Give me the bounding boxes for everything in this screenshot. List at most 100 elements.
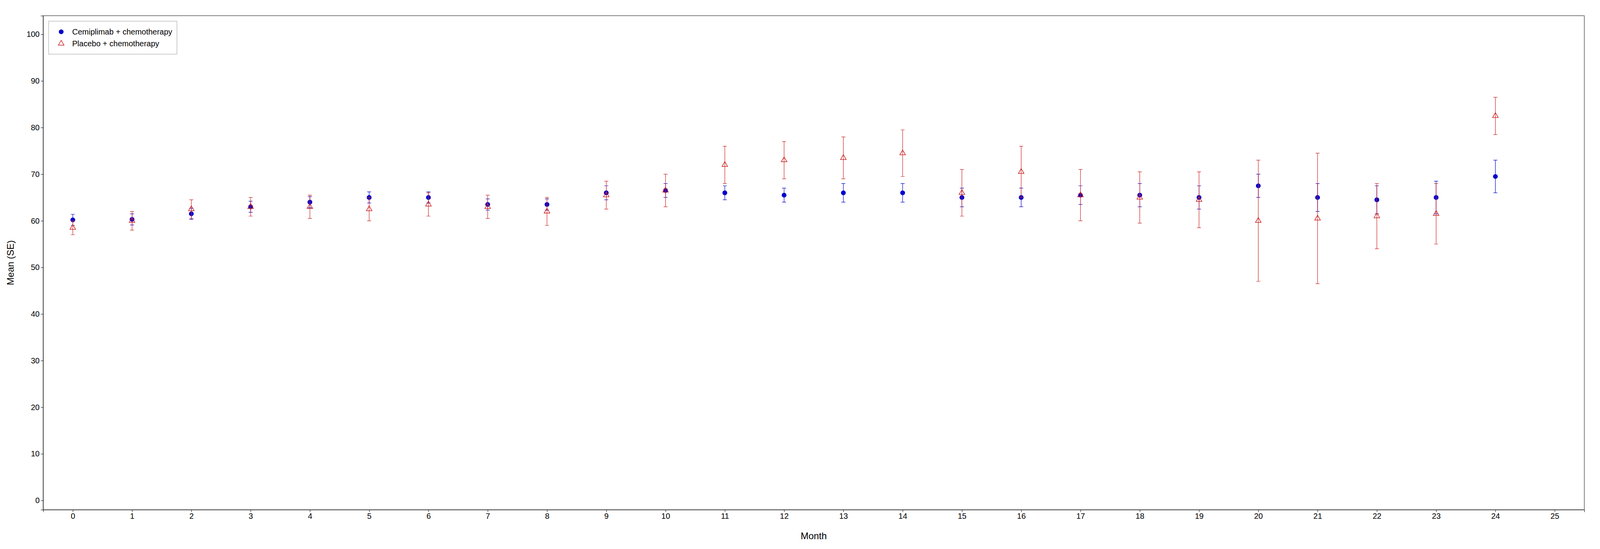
error-bar — [1493, 160, 1498, 193]
point — [188, 205, 195, 211]
error-bar — [604, 181, 609, 210]
tick: 4 — [307, 509, 313, 521]
tick-label: 0 — [35, 495, 40, 505]
tick: 100 — [26, 29, 44, 39]
tick: 9 — [604, 509, 609, 521]
error-bar — [307, 194, 312, 219]
tick: 16 — [1017, 509, 1026, 521]
legend-symbol — [58, 40, 64, 46]
tick: 17 — [1076, 509, 1085, 521]
error-bar — [959, 169, 964, 217]
tick-label: 16 — [1017, 511, 1026, 521]
tick-label: 20 — [30, 402, 40, 412]
point — [69, 224, 76, 230]
tick-label: 8 — [544, 511, 550, 521]
error-bar — [1315, 152, 1320, 284]
tick: 60 — [30, 216, 44, 226]
tick-label: 23 — [1432, 511, 1441, 521]
point — [129, 217, 135, 223]
error-bar — [722, 185, 727, 201]
tick: 20 — [30, 402, 44, 412]
tick-label: 14 — [898, 511, 908, 521]
error-bar — [70, 220, 75, 235]
tick-label: 18 — [1135, 511, 1145, 521]
tick-mark — [40, 453, 44, 454]
point — [1077, 191, 1084, 197]
tick-label: 90 — [30, 76, 40, 86]
tick-label: 1 — [130, 511, 135, 521]
error-bar — [782, 187, 787, 203]
error-bar — [841, 136, 846, 179]
point — [662, 187, 669, 192]
point — [722, 161, 728, 167]
tick: 19 — [1194, 509, 1204, 521]
tick: 10 — [30, 449, 44, 458]
tick: 18 — [1135, 509, 1145, 521]
legend-label: Cemiplimab + chemotherapy — [72, 27, 173, 37]
point — [425, 201, 432, 206]
point — [1492, 112, 1499, 118]
point — [840, 154, 847, 160]
tick-label: 12 — [779, 511, 789, 521]
error-bar — [1434, 183, 1438, 244]
error-bar — [722, 146, 727, 184]
point — [1374, 212, 1380, 218]
error-bar — [130, 211, 135, 231]
tick: 40 — [30, 309, 44, 319]
error-bar — [189, 199, 194, 219]
axis-line — [40, 16, 44, 510]
tick: 13 — [839, 509, 848, 521]
tick-label: 2 — [189, 511, 194, 521]
error-bar — [1256, 160, 1261, 282]
error-bar — [663, 174, 668, 207]
tick-label: 4 — [307, 511, 313, 521]
tick-mark — [40, 127, 44, 128]
error-bar — [426, 192, 431, 216]
tick-label: 10 — [30, 449, 40, 458]
point — [959, 189, 965, 195]
tick-label: 13 — [839, 511, 848, 521]
point — [307, 203, 313, 209]
tick-mark — [40, 360, 44, 361]
legend: Cemiplimab + chemotherapyPlacebo + chemo… — [48, 21, 177, 55]
tick: 7 — [485, 509, 490, 521]
y-axis: 0102030405060708090100 — [26, 16, 44, 510]
tick-label: 5 — [367, 511, 372, 521]
point — [247, 203, 254, 209]
tick: 10 — [661, 509, 670, 521]
tick-label: 15 — [957, 511, 967, 521]
chart: 0123456789101112131415161718192021222324… — [0, 0, 1600, 549]
tick: 30 — [30, 356, 44, 365]
point — [544, 208, 550, 213]
point — [900, 190, 905, 195]
point — [722, 190, 727, 195]
error-bar — [900, 129, 905, 177]
error-bar — [841, 183, 846, 203]
tick-label: 60 — [30, 216, 40, 226]
marks — [69, 97, 1499, 284]
tick: 14 — [898, 509, 908, 521]
tick-mark — [40, 220, 44, 222]
x-axis: 0123456789101112131415161718192021222324… — [43, 509, 1585, 521]
point — [1196, 196, 1202, 202]
tick: 21 — [1313, 509, 1322, 521]
tick: 5 — [367, 509, 372, 521]
tick-label: 25 — [1550, 511, 1560, 521]
tick: 80 — [30, 123, 44, 132]
tick-label: 40 — [30, 309, 40, 319]
tick: 0 — [35, 495, 44, 505]
tick-label: 3 — [248, 511, 254, 521]
tick-label: 100 — [26, 29, 40, 39]
y-axis-title: Mean (SE) — [5, 240, 16, 286]
tick: 70 — [30, 169, 44, 179]
tick: 25 — [1550, 509, 1560, 521]
tick-label: 24 — [1491, 511, 1500, 521]
point — [1136, 194, 1143, 199]
error-bar — [248, 197, 253, 217]
tick-label: 19 — [1194, 511, 1204, 521]
error-bar — [1019, 146, 1023, 198]
plot: 0123456789101112131415161718192021222324… — [26, 15, 1585, 521]
tick: 1 — [130, 509, 135, 521]
point — [899, 149, 906, 155]
tick-label: 80 — [30, 123, 40, 132]
